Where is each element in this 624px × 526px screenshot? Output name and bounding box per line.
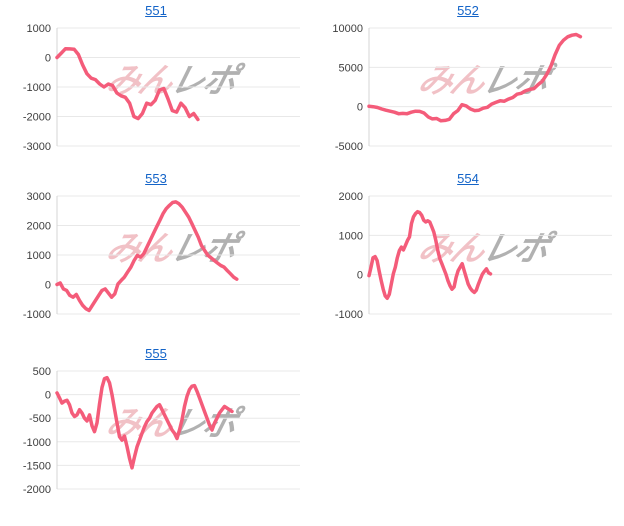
svg-text:1000: 1000 <box>339 230 363 242</box>
chart-svg-555: 500 0 -500 -1000 -1500 -2000 <box>23 366 300 496</box>
chart-cell-554: 554 みんレポ 2000 1000 0 -1000 <box>312 168 624 343</box>
chart-link-552[interactable]: 552 <box>457 3 479 18</box>
svg-text:5000: 5000 <box>339 62 363 74</box>
chart-svg-554: 2000 1000 0 -1000 <box>335 191 612 321</box>
chart-cell-555: 555 みんレポ 500 0 -500 -1000 -1500 -2000 <box>0 343 312 526</box>
svg-text:-5000: -5000 <box>335 141 363 153</box>
chart-svg-551: 1000 0 -1000 -2000 -3000 <box>23 23 300 153</box>
chart-area-555: みんレポ 500 0 -500 -1000 -1500 -2000 <box>2 365 302 497</box>
svg-text:10000: 10000 <box>332 23 363 35</box>
chart-title-row: 555 <box>0 345 312 363</box>
chart-area-552: みんレポ 10000 5000 0 -5000 <box>314 22 614 154</box>
svg-text:1000: 1000 <box>27 250 51 262</box>
empty-cell <box>312 343 624 526</box>
chart-link-553[interactable]: 553 <box>145 171 167 186</box>
svg-text:-3000: -3000 <box>23 141 51 153</box>
chart-link-554[interactable]: 554 <box>457 171 479 186</box>
chart-cell-551: 551 みんレポ 1000 0 -1000 -2000 -3000 <box>0 0 312 168</box>
chart-title-row: 551 <box>0 2 312 20</box>
svg-text:3000: 3000 <box>27 191 51 203</box>
svg-text:500: 500 <box>33 366 51 378</box>
svg-text:0: 0 <box>357 270 363 282</box>
svg-text:0: 0 <box>45 53 51 65</box>
chart-link-555[interactable]: 555 <box>145 346 167 361</box>
chart-svg-552: 10000 5000 0 -5000 <box>332 23 612 153</box>
chart-cell-552: 552 みんレポ 10000 5000 0 -5000 <box>312 0 624 168</box>
svg-text:0: 0 <box>45 390 51 402</box>
svg-text:-1000: -1000 <box>23 309 51 321</box>
chart-area-554: みんレポ 2000 1000 0 -1000 <box>314 190 614 322</box>
chart-cell-553: 553 みんレポ 3000 2000 1000 0 -1000 <box>0 168 312 343</box>
svg-text:-500: -500 <box>29 413 51 425</box>
chart-link-551[interactable]: 551 <box>145 3 167 18</box>
chart-svg-553: 3000 2000 1000 0 -1000 <box>23 191 300 321</box>
svg-text:-2000: -2000 <box>23 484 51 496</box>
svg-text:-2000: -2000 <box>23 112 51 124</box>
svg-text:0: 0 <box>357 102 363 114</box>
chart-title-row: 554 <box>312 170 624 188</box>
chart-area-551: みんレポ 1000 0 -1000 -2000 -3000 <box>2 22 302 154</box>
svg-text:-1000: -1000 <box>335 309 363 321</box>
svg-text:-1000: -1000 <box>23 82 51 94</box>
chart-area-553: みんレポ 3000 2000 1000 0 -1000 <box>2 190 302 322</box>
svg-text:-1500: -1500 <box>23 460 51 472</box>
chart-title-row: 553 <box>0 170 312 188</box>
svg-text:0: 0 <box>45 280 51 292</box>
svg-text:-1000: -1000 <box>23 437 51 449</box>
svg-text:2000: 2000 <box>339 191 363 203</box>
svg-text:2000: 2000 <box>27 221 51 233</box>
svg-text:1000: 1000 <box>27 23 51 35</box>
chart-title-row: 552 <box>312 2 624 20</box>
